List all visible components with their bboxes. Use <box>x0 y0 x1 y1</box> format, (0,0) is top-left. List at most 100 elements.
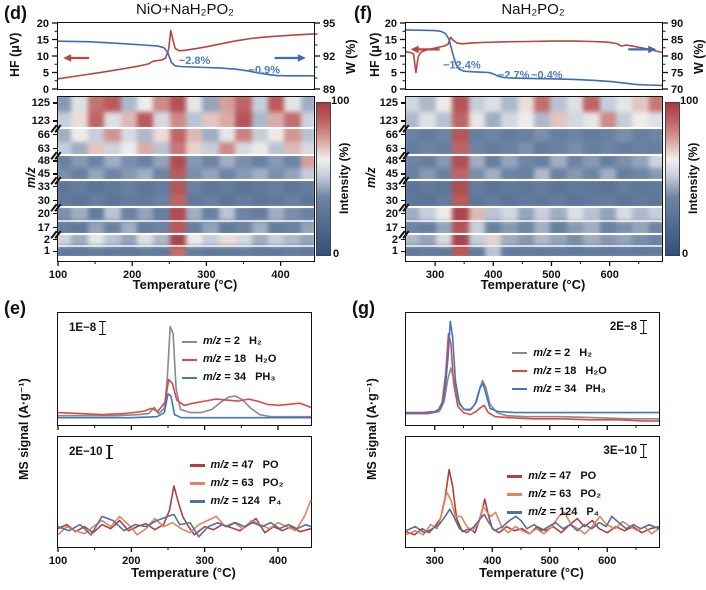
legend-item: m/z = 63 PO₂ <box>507 488 601 501</box>
legend-swatch <box>507 475 523 478</box>
svg-text:500: 500 <box>541 555 559 567</box>
svg-text:5: 5 <box>43 68 49 80</box>
legend-item: m/z = 2 H₂ <box>181 335 277 348</box>
legend-swatch <box>512 369 528 373</box>
scale-bar-icon <box>99 321 107 335</box>
legend-swatch <box>181 358 197 362</box>
mz-tick-label: 63 <box>37 142 50 155</box>
svg-text:500: 500 <box>542 269 560 281</box>
heatmap-band-mz-123-125 <box>58 97 314 127</box>
mz-tick-label: 1 <box>43 245 50 258</box>
d-thermal-chart: 0 5 10 15 20 89 92 95 −2.8% −0.9% <box>37 18 336 96</box>
legend-swatch <box>507 493 523 496</box>
legend-item: m/z = 34 PH₃ <box>181 371 277 384</box>
svg-text:80: 80 <box>671 51 683 63</box>
svg-text:600: 600 <box>598 555 616 567</box>
legend-item: m/z = 18 H₂O <box>181 353 276 366</box>
axis-break-icon <box>400 203 409 212</box>
d-intensity-colorbar <box>316 102 331 256</box>
svg-text:0: 0 <box>391 84 397 96</box>
axis-break-icon <box>400 230 409 239</box>
g-top-ms-chart: 2E−8 m/z = 2 H₂ m/z = 18 H₂O m/z = 34 PH₃ <box>405 312 660 430</box>
mz-tick-label: 123 <box>379 115 398 127</box>
svg-text:−2.8%: −2.8% <box>179 55 211 67</box>
heatmap-band-mz-63-66 <box>58 129 314 154</box>
panel-f-title: NaH₂PO₂ <box>501 1 565 18</box>
panel-d-title: NiO+NaH₂PO₂ <box>136 1 234 18</box>
svg-text:92: 92 <box>323 51 335 63</box>
heatmap-band-mz-30-33 <box>406 181 662 206</box>
f-temperature-axis-label: Temperature (°C) <box>480 277 586 292</box>
svg-text:90: 90 <box>671 18 683 30</box>
panel-label-g: (g) <box>352 298 375 318</box>
heatmap-band-mz-30-33 <box>58 181 314 206</box>
legend: m/z = 47 PO m/z = 63 PO₂ m/z = 124 P₄ <box>189 459 284 508</box>
scale-label: 2E−10 <box>69 445 113 459</box>
e-ms-axis-label: MS signal (A·g⁻¹) <box>17 378 31 480</box>
scale-label: 3E−10 <box>603 444 647 458</box>
svg-text:300: 300 <box>195 555 213 567</box>
svg-text:−0.9%: −0.9% <box>249 64 281 76</box>
svg-text:0: 0 <box>43 84 49 96</box>
legend-item: m/z = 124 P₄ <box>189 495 284 508</box>
legend-swatch <box>512 351 528 355</box>
d-hf-axis-label: HF (μV) <box>8 32 22 78</box>
svg-text:10: 10 <box>385 51 397 63</box>
legend-swatch <box>189 500 205 503</box>
axis-break-icon <box>400 124 409 133</box>
f-hf-axis-label: HF (μV) <box>368 32 382 78</box>
svg-text:400: 400 <box>271 269 289 281</box>
mz-tick-label: 125 <box>379 97 398 109</box>
mz-tick-label: 1 <box>391 245 398 258</box>
svg-text:600: 600 <box>600 269 618 281</box>
svg-text:20: 20 <box>37 18 49 30</box>
f-intensity-colorbar <box>665 102 680 256</box>
svg-text:100: 100 <box>49 555 67 567</box>
legend: m/z = 2 H₂ m/z = 18 H₂O m/z = 34 PH₃ <box>512 347 607 396</box>
axis-break-icon <box>52 124 61 133</box>
mz-tick-label: 45 <box>37 167 50 180</box>
axis-break-icon <box>400 176 409 185</box>
svg-text:300: 300 <box>426 555 444 567</box>
scale-bar-icon <box>105 445 113 459</box>
legend-item: m/z = 18 H₂O <box>512 365 607 378</box>
svg-text:−0.4%: −0.4% <box>531 69 563 81</box>
mz-tick-label: 123 <box>31 115 50 127</box>
legend-swatch <box>181 376 197 380</box>
d-temperature-axis-label: Temperature (°C) <box>132 277 238 292</box>
mz-tick-label: 48 <box>385 155 398 168</box>
mz-tick-label: 20 <box>37 207 50 220</box>
d-colorbar-max: 100 <box>331 95 350 107</box>
g-bottom-ms-chart: 300 400 500 600 3E−10 m/z = 47 PO m/z = 63 PO₂ m/… <box>405 436 660 567</box>
legend-item: m/z = 124 P₄ <box>507 506 601 519</box>
axis-break-icon <box>400 151 409 160</box>
g-temperature-axis-label: Temperature (°C) <box>479 565 584 580</box>
heatmap-band-mz-1-2 <box>406 235 662 256</box>
svg-text:200: 200 <box>123 269 141 281</box>
f-mz-axis-label: m/z <box>364 167 378 189</box>
heatmap-band-mz-1-2 <box>58 235 314 256</box>
svg-text:400: 400 <box>269 555 287 567</box>
svg-text:200: 200 <box>122 555 140 567</box>
heatmap-band-mz-17-20 <box>406 208 662 233</box>
mz-tick-label: 2 <box>43 233 50 246</box>
mz-tick-label: 30 <box>37 194 50 207</box>
svg-text:400: 400 <box>483 555 501 567</box>
scale-label: 2E−8 <box>610 320 647 334</box>
d-mz-axis-label: m/z <box>24 167 38 189</box>
legend: m/z = 2 H₂ m/z = 18 H₂O m/z = 34 PH₃ <box>181 335 277 384</box>
heatmap-band-mz-17-20 <box>58 208 314 233</box>
legend-item: m/z = 34 PH₃ <box>512 383 607 396</box>
mz-tick-label: 2 <box>391 233 398 246</box>
svg-text:15: 15 <box>385 35 397 47</box>
svg-text:75: 75 <box>671 68 683 80</box>
mz-tick-label: 66 <box>385 128 398 141</box>
scale-bar-icon <box>640 320 647 334</box>
d-colorbar-min: 0 <box>333 248 340 260</box>
axis-break-icon <box>52 151 61 160</box>
legend-swatch <box>181 340 197 344</box>
legend-swatch <box>189 482 205 485</box>
f-colorbar-min: 0 <box>682 248 689 260</box>
mz-tick-label: 45 <box>385 167 398 180</box>
svg-text:15: 15 <box>37 35 49 47</box>
